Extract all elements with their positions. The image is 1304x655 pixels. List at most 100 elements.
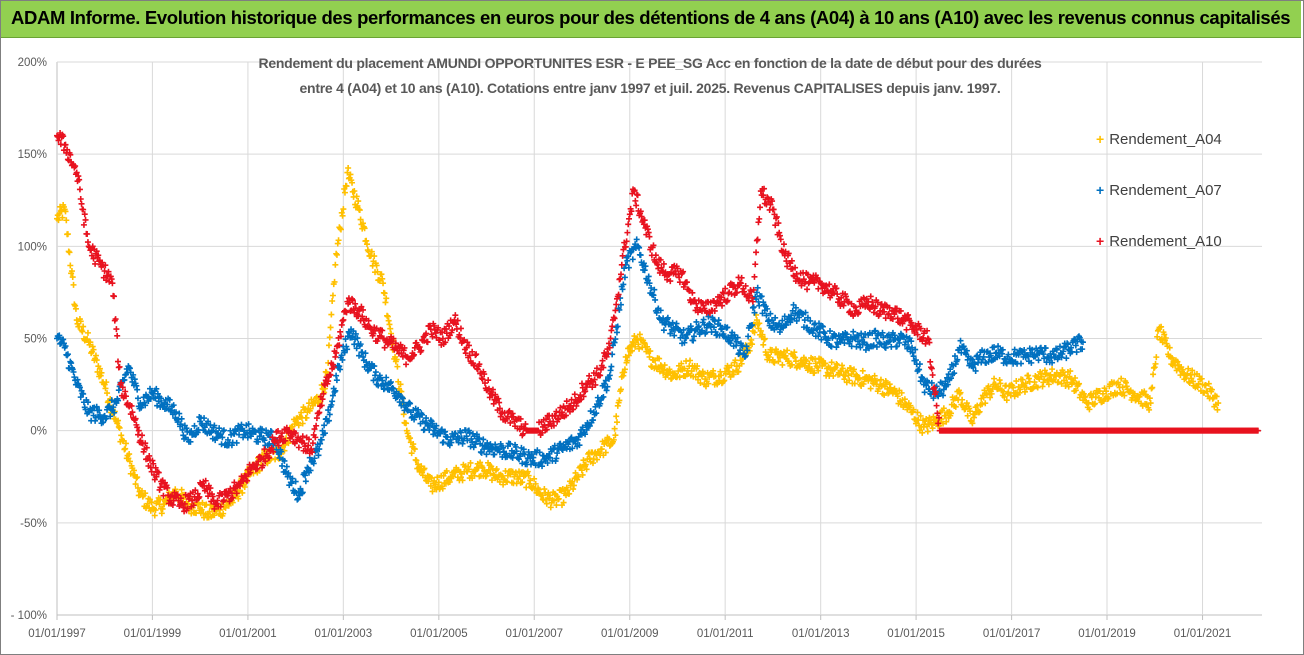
data-point-interp	[839, 365, 846, 372]
data-point-interp	[406, 399, 413, 406]
data-point-interp	[58, 207, 65, 214]
data-point-interp	[615, 291, 622, 298]
data-point-interp	[850, 366, 857, 373]
data-point-interp	[116, 363, 123, 370]
data-point-interp	[710, 324, 717, 331]
data-point-interp	[751, 273, 758, 280]
data-point-interp	[76, 186, 83, 193]
data-point-interp	[570, 406, 577, 413]
data-point-interp	[703, 329, 710, 336]
data-point-interp	[407, 400, 414, 407]
data-point-interp	[381, 344, 388, 351]
data-point-interp	[567, 402, 574, 409]
data-point-interp	[247, 469, 254, 476]
data-point-interp	[1166, 344, 1173, 351]
data-point	[538, 492, 545, 499]
data-point-interp	[205, 418, 212, 425]
data-point-interp	[285, 440, 292, 447]
data-point-interp	[719, 302, 726, 309]
data-point-interp	[423, 330, 430, 337]
data-point-interp	[815, 367, 822, 374]
data-point-interp	[446, 478, 453, 485]
data-point-interp	[924, 428, 931, 435]
data-point-interp	[935, 420, 942, 427]
data-point-interp	[757, 204, 764, 211]
data-point-interp	[213, 500, 220, 507]
data-point-interp	[759, 310, 766, 317]
data-point	[189, 497, 196, 504]
data-point-interp	[429, 333, 436, 340]
data-point-interp	[690, 337, 697, 344]
data-point-interp	[608, 327, 615, 334]
chart-area: - 100% -50% 0% 50% 100% 150% 200% 01/01/1997 01/…	[11, 57, 1262, 640]
data-point-interp	[70, 368, 77, 375]
data-point-interp	[64, 146, 71, 153]
data-point-interp	[72, 163, 79, 170]
data-point-interp	[632, 343, 639, 350]
data-point-interp	[804, 314, 811, 321]
data-point-interp	[333, 349, 340, 356]
data-point-interp	[196, 493, 203, 500]
data-point-interp	[90, 346, 97, 353]
data-point-interp	[343, 309, 350, 316]
data-point-interp	[647, 348, 654, 355]
data-point-interp	[456, 331, 463, 338]
data-point-interp	[885, 310, 892, 317]
data-point-interp	[620, 281, 627, 288]
data-point-interp	[222, 504, 229, 511]
data-point-interp	[411, 351, 418, 358]
data-point-interp	[1119, 384, 1126, 391]
data-point-interp	[602, 377, 609, 384]
data-point-interp	[730, 282, 737, 289]
data-point-interp	[363, 237, 370, 244]
data-point-interp	[1028, 359, 1035, 366]
data-point-interp	[341, 349, 348, 356]
data-point-interp	[652, 296, 659, 303]
data-point-interp	[470, 444, 477, 451]
data-point-interp	[80, 221, 87, 228]
data-point-interp	[718, 325, 725, 332]
data-point-interp	[1076, 334, 1083, 341]
data-point-interp	[833, 344, 840, 351]
data-point-interp	[815, 333, 822, 340]
data-point-interp	[877, 376, 884, 383]
data-point-interp	[108, 397, 115, 404]
data-point-interp	[826, 281, 833, 288]
data-point-interp	[177, 421, 184, 428]
banner-title: ADAM Informe. Evolution historique des p…	[11, 7, 1291, 28]
data-point-interp	[353, 345, 360, 352]
x-tick-label: 01/01/2013	[792, 628, 850, 640]
data-point-interp	[554, 450, 561, 457]
data-point-interp	[969, 420, 976, 427]
data-point-interp	[625, 352, 632, 359]
data-point-interp	[881, 392, 888, 399]
data-point-interp	[334, 240, 341, 247]
data-point-interp	[344, 346, 351, 353]
series-rendement-a10	[54, 129, 1261, 515]
data-point	[873, 335, 880, 342]
data-point-interp	[439, 329, 446, 336]
data-point-interp	[806, 278, 813, 285]
data-point-interp	[697, 380, 704, 387]
data-point-interp	[625, 221, 632, 228]
data-point-interp	[1151, 364, 1158, 371]
data-point-interp	[852, 304, 859, 311]
data-point-interp	[254, 465, 261, 472]
data-point-interp	[1141, 388, 1148, 395]
y-tick-label: 50%	[24, 334, 47, 346]
data-point-interp	[397, 341, 404, 348]
data-point-interp	[695, 324, 702, 331]
data-point-interp	[142, 440, 149, 447]
data-point-interp	[378, 271, 385, 278]
data-point-interp	[628, 347, 635, 354]
data-point-interp	[154, 402, 161, 409]
x-tick-label: 01/01/2007	[505, 628, 563, 640]
data-point-interp	[358, 303, 365, 310]
data-point-interp	[760, 341, 767, 348]
data-point-interp	[1072, 342, 1079, 349]
data-point-interp	[179, 426, 186, 433]
data-point-interp	[94, 368, 101, 375]
data-point-interp	[481, 380, 488, 387]
data-point-interp	[589, 384, 596, 391]
